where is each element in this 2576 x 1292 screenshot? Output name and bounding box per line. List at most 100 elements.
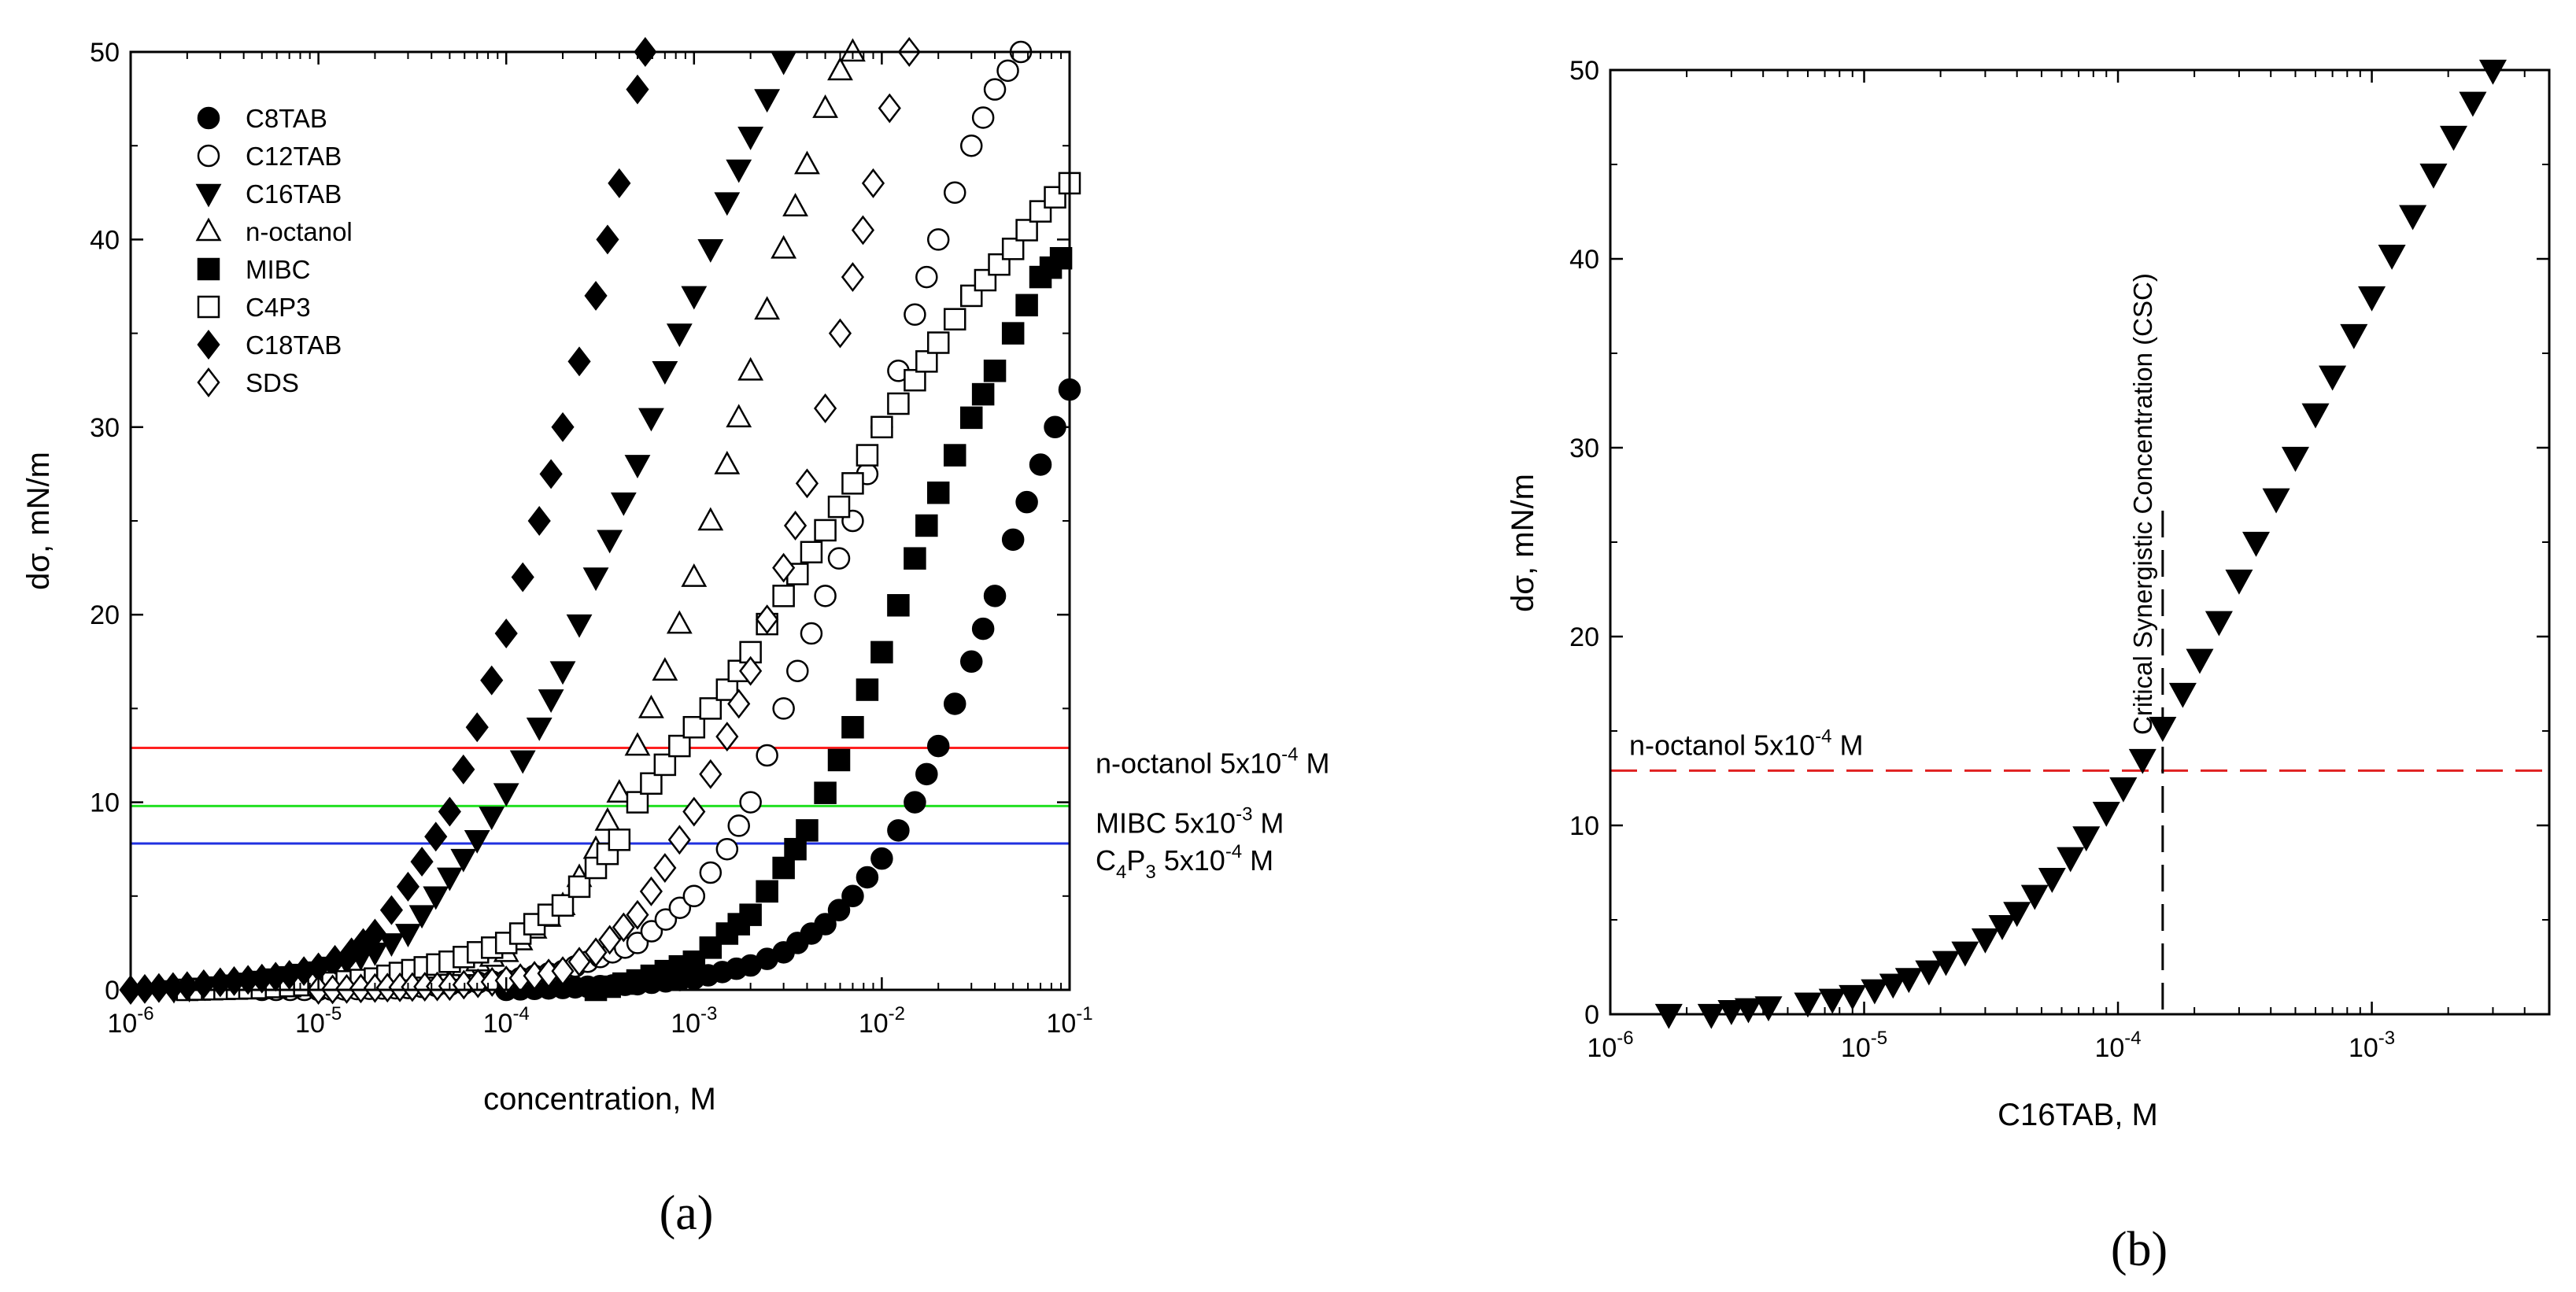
panel-b-point-c16tab-16: [2003, 902, 2031, 928]
panel-a-point-c18tab-17: [363, 918, 387, 949]
panel-a-reference-label-0: n-octanol 5x10-4 M: [1096, 744, 1330, 779]
panel-a-point-mibc-14: [784, 837, 807, 861]
panel-a-series-mibc: [584, 246, 1073, 1002]
panel-a-point-c4p3-35: [653, 753, 677, 777]
panel-a-legend-marker-c18tab: [197, 330, 220, 360]
panel-a-point-c12tab-33: [699, 861, 723, 884]
panel-a-point-sds-26: [667, 825, 691, 855]
panel-a-point-sds-24: [639, 876, 663, 906]
panel-a-point-c18tab-24: [465, 712, 489, 743]
panel-a-point-mibc-33: [1049, 246, 1073, 270]
panel-b-point-c16tab-20: [2072, 826, 2101, 852]
panel-b-x-tick-label-2: 10-4: [2094, 1028, 2141, 1063]
panel-a-point-c16tab-30: [597, 530, 623, 554]
panel-a-point-c18tab-30: [551, 412, 575, 442]
panel-a-point-c4p3-48: [841, 472, 864, 495]
panel-a-point-sds-19: [567, 947, 591, 977]
panel-a-point-c18tab-32: [584, 280, 608, 311]
panel-a-point-c8tab-37: [1015, 490, 1038, 514]
panel-a-y-tick-label-5: 50: [90, 38, 120, 68]
panel-a-point-c18tab-14: [323, 944, 347, 975]
panel-a-point-c16tab-32: [624, 455, 651, 479]
panel-a-point-c12tab-48: [915, 265, 938, 289]
panel-b-point-c16tab-24: [2149, 717, 2177, 742]
panel-a-point-c8tab-25: [841, 884, 864, 908]
panel-b-point-c16tab-31: [2281, 446, 2309, 472]
panel-a-point-c16tab-20: [450, 848, 477, 873]
panel-a-point-c4p3-32: [608, 829, 631, 851]
panel-a-point-mibc-23: [915, 514, 938, 537]
panel-a-point-sds-23: [626, 899, 649, 930]
panel-a-point-c4p3-36: [668, 734, 691, 758]
panel-a-series-c8tab: [494, 378, 1081, 1002]
panel-a-point-sds-40: [861, 168, 885, 198]
panel-a-point-sds-33: [772, 552, 796, 583]
panel-a-point-c16tab-35: [666, 323, 693, 348]
panel-a-point-c8tab-32: [943, 692, 966, 715]
panel-a-point-c12tab-36: [739, 791, 762, 814]
panel-a-point-c18tab-21: [424, 821, 448, 852]
panel-a-point-sds-28: [699, 759, 723, 789]
panel-a-point-c16tab-37: [697, 239, 724, 263]
panel-b-point-c16tab-34: [2340, 323, 2368, 349]
panel-b-point-c16tab-17: [2020, 884, 2049, 910]
panel-b-point-c16tab-0: [1654, 1003, 1683, 1029]
panel-a-point-c8tab-38: [1029, 453, 1052, 476]
panel-b-point-c16tab-40: [2459, 91, 2487, 117]
panel-a-point-c4p3-47: [827, 495, 851, 519]
panel-a-point-c18tab-35: [626, 74, 649, 105]
panel-a-point-sds-31: [739, 655, 763, 686]
panel-a-point-c18tab-5: [192, 969, 216, 999]
panel-a-point-c4p3-53: [915, 350, 938, 373]
panel-a-point-c12tab-52: [971, 106, 995, 129]
panel-a-legend-marker-sds: [197, 367, 220, 397]
panel-a-point-c16tab-21: [464, 829, 490, 854]
panel-a-point-n-octanol-24: [737, 356, 764, 381]
panel-a-point-c18tab-20: [410, 847, 434, 877]
panel-a-point-c8tab-36: [1001, 528, 1025, 552]
panel-a-point-c16tab-15: [379, 933, 405, 957]
panel-b-point-c16tab-14: [1971, 928, 1999, 954]
panel-a-point-sds-21: [598, 925, 622, 955]
panel-a-point-c12tab-41: [814, 585, 837, 607]
panel-a-point-c16tab-17: [408, 905, 435, 929]
panel-a-point-c16tab-34: [652, 360, 678, 385]
panel-a-point-c18tab-33: [596, 224, 619, 255]
panel-a-point-c18tab-22: [438, 796, 461, 827]
panel-a-legend-label-c16tab: C16TAB: [246, 179, 342, 209]
panel-a-point-c16tab-33: [638, 408, 664, 432]
panel-b-point-c16tab-11: [1915, 960, 1943, 986]
panel-a-legend-marker-c16tab: [195, 183, 222, 208]
panel-a-point-sds-29: [715, 722, 739, 752]
panel-b-point-c16tab-39: [2439, 125, 2468, 151]
panel-a-point-c12tab-34: [715, 837, 739, 861]
panel-a-point-c4p3-38: [699, 697, 723, 720]
panel-a-point-c16tab-31: [610, 492, 637, 516]
panel-b-point-c16tab-10: [1894, 968, 1923, 994]
panel-b-x-axis-label: C16TAB, M: [1998, 1098, 2158, 1132]
panel-a-series-c18tab: [119, 37, 657, 1005]
panel-a-point-sds-38: [841, 262, 865, 293]
panel-a-x-tick-label-1: 10-5: [295, 1003, 342, 1039]
panel-a-point-c8tab-34: [971, 617, 995, 640]
panel-a-point-sds-20: [584, 937, 608, 968]
panel-a-point-n-octanol-27: [782, 193, 808, 216]
panel-a-point-c4p3-50: [870, 415, 893, 439]
panel-b-point-c16tab-38: [2419, 163, 2448, 189]
panel-a-point-c4p3-55: [943, 308, 966, 330]
panel-a-point-mibc-21: [887, 594, 910, 617]
panel-a-point-c16tab-40: [737, 126, 764, 150]
panel-a-point-sds-34: [783, 511, 808, 541]
panel-a-point-c18tab-28: [527, 506, 551, 536]
panel-a-point-c8tab-27: [870, 847, 893, 870]
panel-a-point-c12tab-32: [682, 884, 706, 908]
panel-a-x-tick-label-2: 10-4: [483, 1003, 530, 1039]
panel-a-point-n-octanol-21: [697, 507, 724, 531]
panel-a-series-c4p3: [176, 172, 1081, 1002]
panel-b-point-c16tab-26: [2186, 648, 2214, 674]
panel-b-x-tick-label-1: 10-5: [1841, 1028, 1887, 1063]
panel-b-point-c16tab-9: [1879, 973, 1907, 999]
panel-a-point-n-octanol-30: [827, 57, 853, 81]
panel-b-point-c16tab-32: [2301, 403, 2330, 429]
